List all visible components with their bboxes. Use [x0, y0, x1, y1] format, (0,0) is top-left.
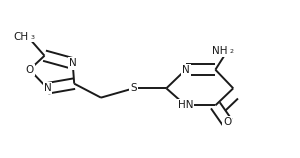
Text: N: N	[44, 83, 51, 93]
Text: $_3$: $_3$	[30, 33, 35, 42]
Text: $_2$: $_2$	[229, 47, 234, 56]
Text: O: O	[26, 65, 34, 75]
Text: HN: HN	[178, 100, 194, 110]
Text: N: N	[182, 65, 190, 75]
Text: O: O	[223, 117, 231, 128]
Text: S: S	[130, 83, 137, 93]
Text: NH: NH	[212, 46, 227, 56]
Text: CH: CH	[13, 32, 28, 42]
Text: N: N	[69, 58, 76, 68]
